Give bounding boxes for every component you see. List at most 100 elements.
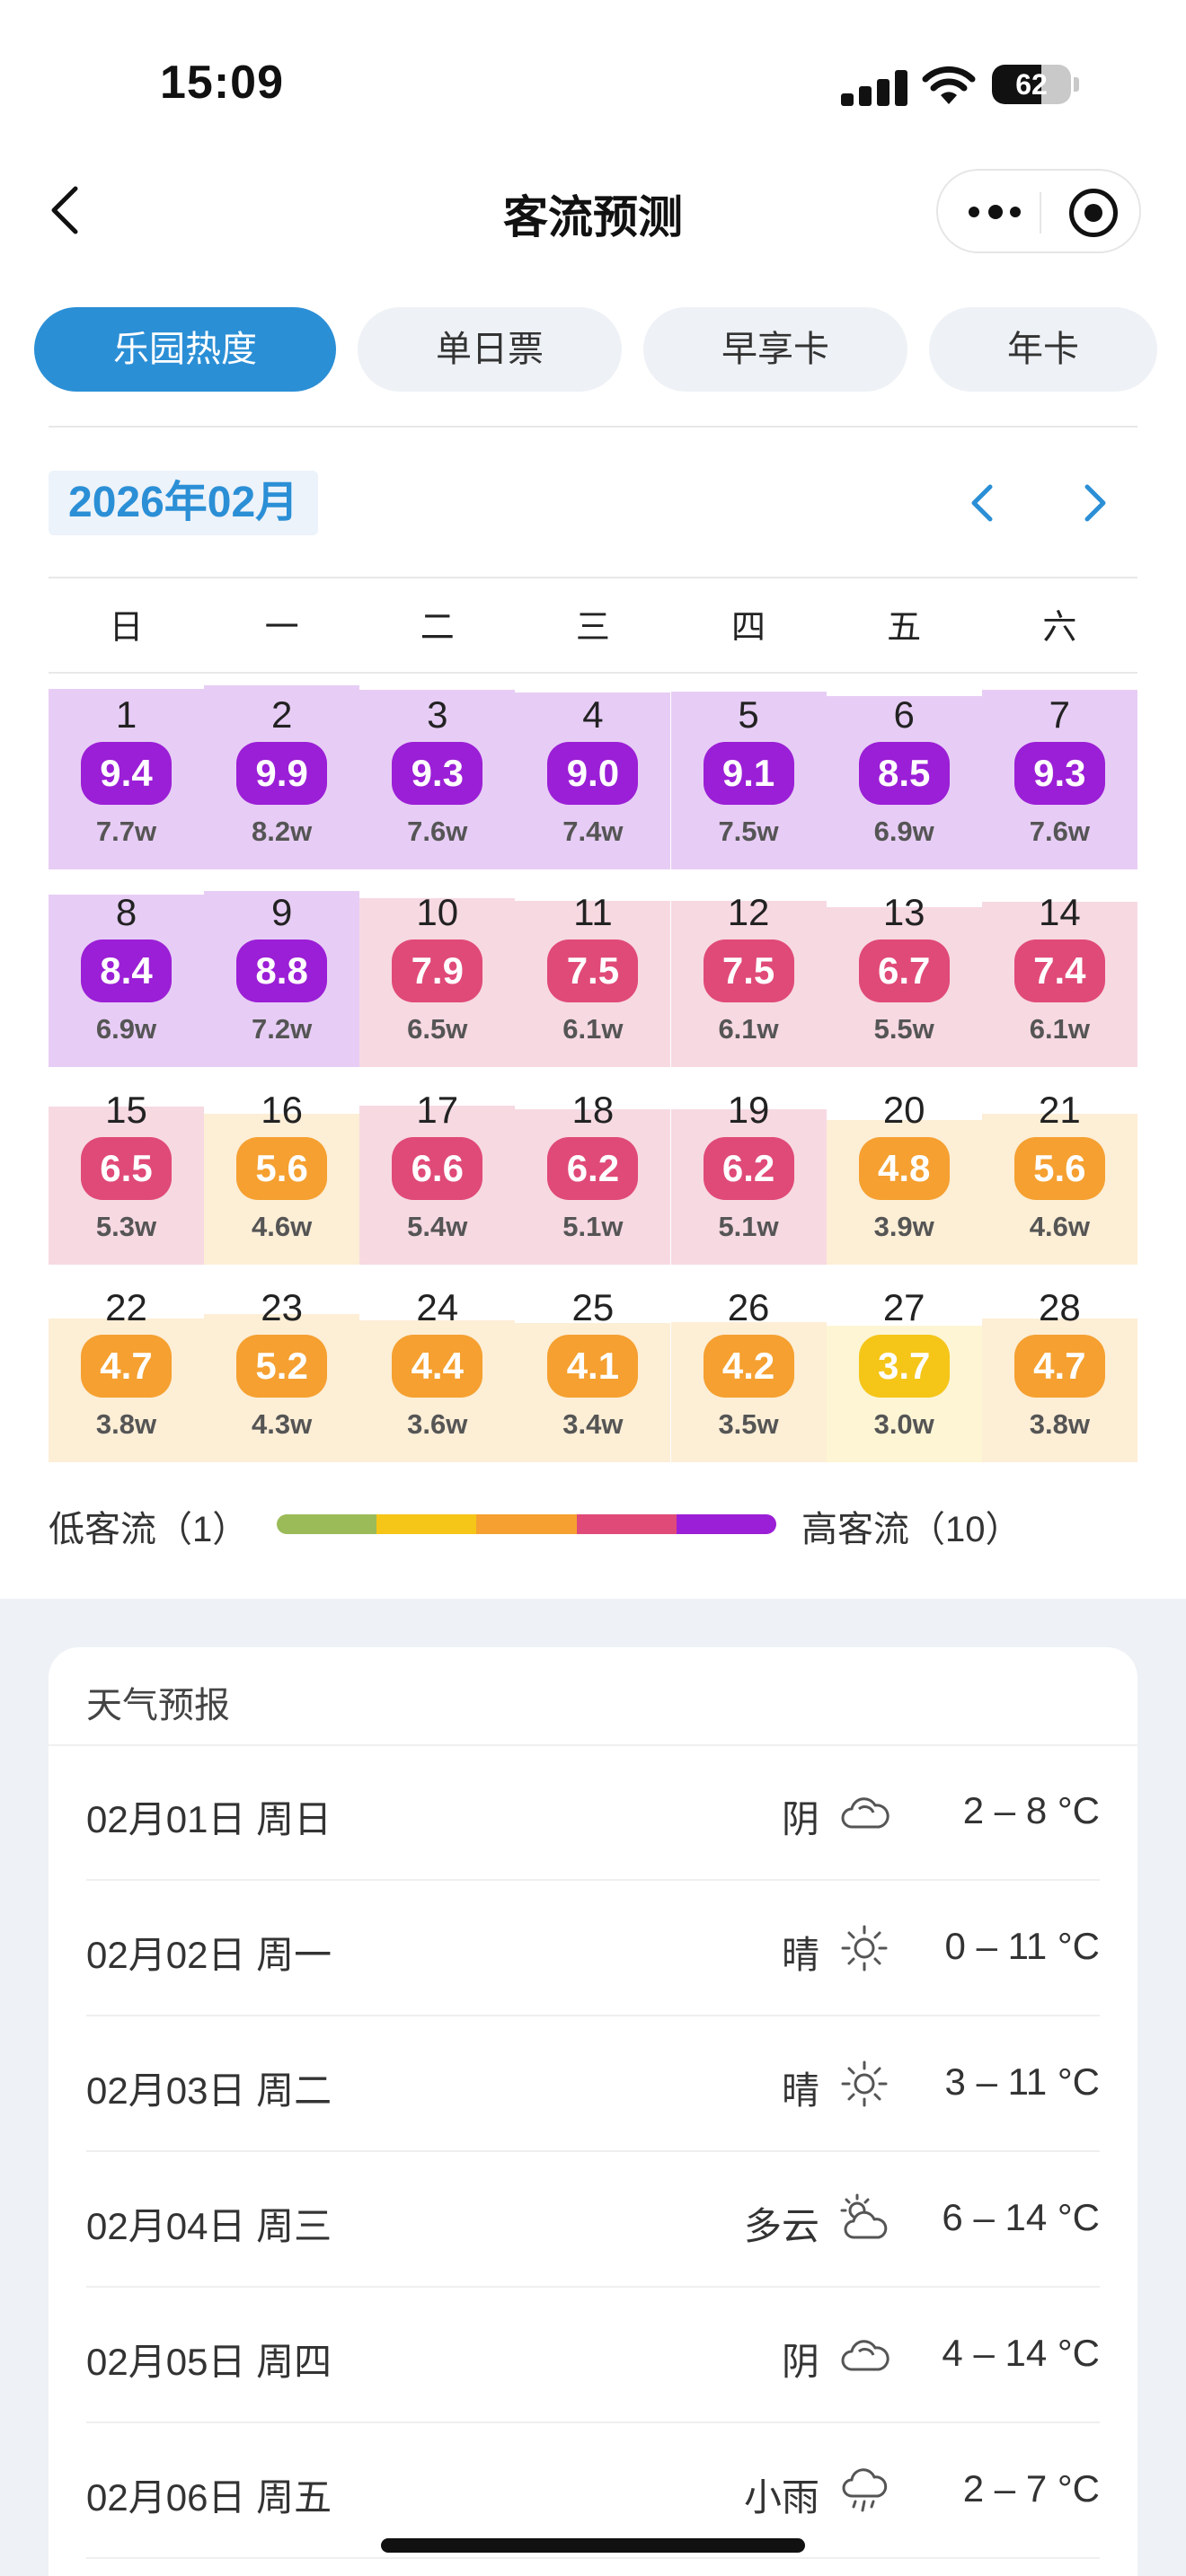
visitor-count: 3.8w [1029, 1408, 1090, 1440]
visitor-count: 5.1w [718, 1211, 779, 1242]
crowd-score-badge: 4.1 [547, 1335, 639, 1398]
back-arrow-icon[interactable] [41, 183, 95, 237]
visitor-count: 3.6w [407, 1408, 468, 1440]
calendar-day[interactable]: 9 8.8 7.2w [204, 869, 360, 1067]
calendar-day[interactable]: 11 7.5 6.1w [515, 869, 671, 1067]
calendar-day[interactable]: 22 4.7 3.8w [49, 1265, 204, 1462]
calendar-day[interactable]: 6 8.5 6.9w [826, 672, 982, 869]
ticket-tabs: 乐园热度 单日票 早享卡 年卡 [34, 307, 1157, 392]
day-number: 6 [893, 693, 915, 736]
weekday-label: 六 [1042, 609, 1077, 647]
day-number: 27 [882, 1286, 925, 1328]
visitor-count: 3.9w [873, 1211, 934, 1242]
weather-date: 02月04日 周三 [86, 2205, 332, 2247]
weather-row: 02月06日 周五 小雨 2 – 7 °C [86, 2424, 1100, 2559]
crowd-score-badge: 6.2 [703, 1137, 794, 1200]
close-mini-program-icon[interactable] [1069, 189, 1118, 237]
visitor-count: 5.4w [407, 1211, 468, 1242]
weather-temperature: 0 – 11 °C [944, 1925, 1100, 1967]
crowd-score-badge: 6.7 [858, 940, 950, 1002]
weather-date: 02月03日 周二 [86, 2069, 332, 2112]
day-number: 4 [582, 693, 604, 736]
weather-condition: 阴 [781, 1798, 819, 1840]
calendar-day[interactable]: 8 8.4 6.9w [49, 869, 204, 1067]
day-number: 9 [270, 891, 293, 933]
next-month-icon[interactable] [1067, 476, 1121, 530]
crowd-score-badge: 7.9 [392, 940, 483, 1002]
battery-tip [1074, 77, 1079, 92]
day-number: 15 [105, 1089, 147, 1131]
legend-color-segment [576, 1514, 677, 1534]
crowd-score-badge: 8.8 [236, 940, 328, 1002]
calendar-day[interactable]: 28 4.7 3.8w [981, 1265, 1137, 1462]
divider [86, 2286, 1100, 2288]
tab-annual-card[interactable]: 年卡 [929, 307, 1157, 392]
tab-single-day-ticket[interactable]: 单日票 [358, 307, 622, 392]
capsule-divider [1040, 192, 1041, 234]
crowd-score-badge: 5.6 [236, 1137, 328, 1200]
calendar-day[interactable]: 19 6.2 5.1w [670, 1067, 827, 1265]
calendar-day[interactable]: 3 9.3 7.6w [359, 672, 516, 869]
sunny-icon [837, 2057, 891, 2111]
weather-temperature: 2 – 8 °C [962, 1789, 1100, 1831]
cellular-signal-icon [841, 68, 911, 106]
visitor-count: 6.1w [562, 1013, 624, 1045]
crowd-score-badge: 7.5 [703, 940, 794, 1002]
day-number: 25 [571, 1286, 615, 1328]
partly-cloudy-icon [837, 2192, 891, 2246]
legend-color-segment [676, 1514, 776, 1534]
calendar-day[interactable]: 23 5.2 4.3w [204, 1265, 360, 1462]
calendar-day[interactable]: 7 9.3 7.6w [981, 672, 1137, 869]
tab-early-access-card[interactable]: 早享卡 [643, 307, 907, 392]
calendar-day[interactable]: 1 9.4 7.7w [49, 672, 204, 869]
month-label: 2026年02月 [49, 471, 319, 535]
day-number: 28 [1038, 1286, 1081, 1328]
legend-color-segment [376, 1514, 477, 1534]
more-icon[interactable] [969, 201, 1022, 223]
calendar-day[interactable]: 2 9.9 8.2w [204, 672, 360, 869]
weather-condition: 小雨 [743, 2476, 819, 2519]
divider [86, 1879, 1100, 1881]
calendar-day[interactable]: 26 4.2 3.5w [670, 1265, 827, 1462]
battery-icon: 62 [992, 65, 1071, 104]
calendar-day[interactable]: 4 9.0 7.4w [515, 672, 671, 869]
crowd-score-badge: 4.8 [858, 1137, 950, 1200]
calendar-day[interactable]: 12 7.5 6.1w [670, 869, 827, 1067]
visitor-count: 3.0w [873, 1408, 934, 1440]
calendar-day[interactable]: 18 6.2 5.1w [515, 1067, 671, 1265]
day-number: 8 [115, 891, 137, 933]
calendar-day[interactable]: 16 5.6 4.6w [204, 1067, 360, 1265]
visitor-count: 4.3w [252, 1408, 313, 1440]
weather-condition: 晴 [781, 1934, 819, 1976]
visitor-count: 8.2w [252, 816, 313, 847]
visitor-count: 7.4w [562, 816, 624, 847]
day-number: 22 [105, 1286, 147, 1328]
crowd-score-badge: 7.5 [547, 940, 639, 1002]
nav-bar: 客流预测 [0, 153, 1186, 269]
home-indicator[interactable] [381, 2538, 805, 2553]
visitor-count: 6.9w [873, 816, 934, 847]
crowd-score-badge: 4.4 [392, 1335, 483, 1398]
crowd-score-badge: 5.6 [1013, 1137, 1105, 1200]
calendar-day[interactable]: 25 4.1 3.4w [515, 1265, 671, 1462]
calendar-day[interactable]: 20 4.8 3.9w [826, 1067, 982, 1265]
calendar-day[interactable]: 21 5.6 4.6w [981, 1067, 1137, 1265]
divider [86, 2422, 1100, 2423]
cloudy-icon [837, 1786, 891, 1839]
calendar-day[interactable]: 10 7.9 6.5w [359, 869, 516, 1067]
calendar-day[interactable]: 14 7.4 6.1w [981, 869, 1137, 1067]
prev-month-icon[interactable] [956, 476, 1010, 530]
crowd-score-badge: 6.5 [81, 1137, 172, 1200]
calendar-day[interactable]: 13 6.7 5.5w [826, 869, 982, 1067]
calendar-day[interactable]: 17 6.6 5.4w [359, 1067, 516, 1265]
weather-row: 02月02日 周一 晴 0 – 11 °C [86, 1882, 1100, 2016]
calendar-day[interactable]: 24 4.4 3.6w [359, 1265, 516, 1462]
visitor-count: 5.3w [95, 1211, 157, 1242]
calendar-day[interactable]: 15 6.5 5.3w [49, 1067, 204, 1265]
legend-high-label: 高客流（10） [801, 1510, 1022, 1549]
sunny-icon [837, 1921, 891, 1975]
calendar-day[interactable]: 27 3.7 3.0w [826, 1265, 982, 1462]
day-number: 16 [261, 1089, 303, 1131]
tab-park-heat[interactable]: 乐园热度 [34, 307, 336, 392]
calendar-day[interactable]: 5 9.1 7.5w [670, 672, 827, 869]
